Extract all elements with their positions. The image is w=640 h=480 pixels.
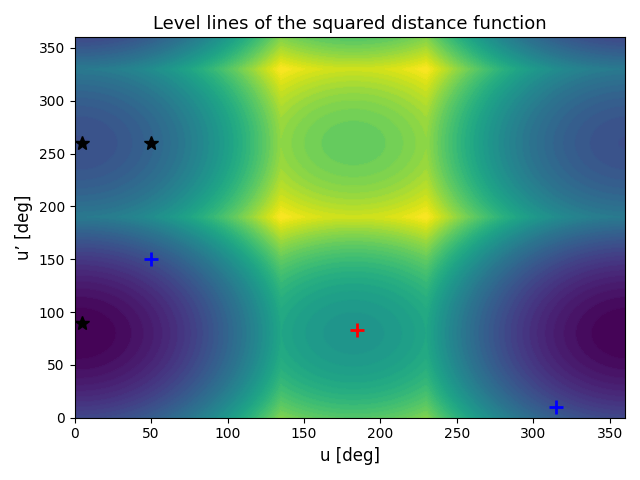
X-axis label: u [deg]: u [deg] [320,447,380,465]
Y-axis label: u’ [deg]: u’ [deg] [15,195,33,260]
Title: Level lines of the squared distance function: Level lines of the squared distance func… [153,15,547,33]
